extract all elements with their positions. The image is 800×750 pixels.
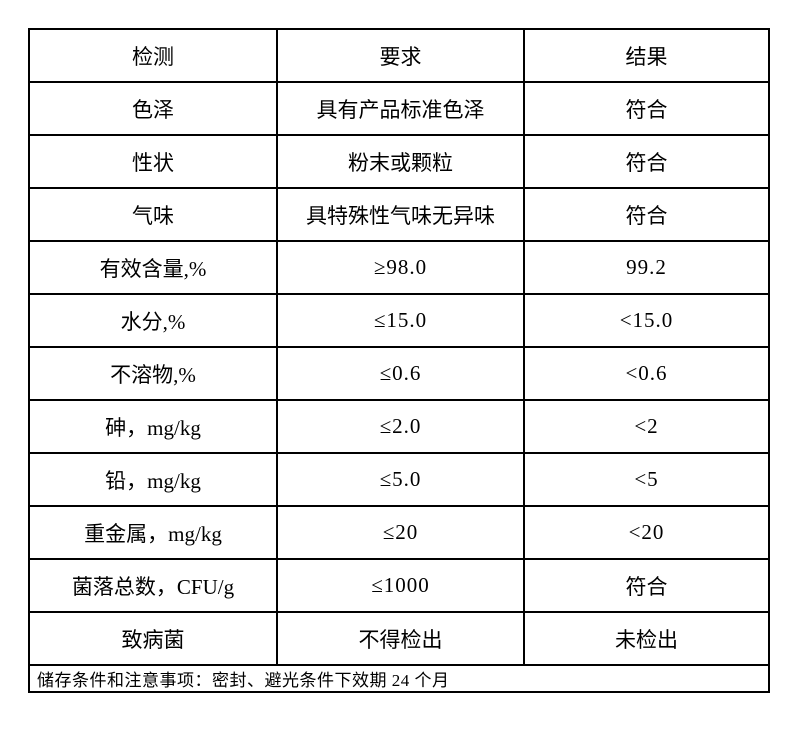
cell-requirement: ≤20 xyxy=(276,505,525,560)
table-row: 菌落总数，CFU/g ≤1000 符合 xyxy=(28,558,770,613)
inspection-table: 检测 要求 结果 色泽 具有产品标准色泽 符合 性状 粉末或颗粒 符合 气味 具… xyxy=(28,28,770,693)
cell-item: 菌落总数，CFU/g xyxy=(28,558,278,613)
cell-item: 不溶物,% xyxy=(28,346,278,401)
cell-result: 未检出 xyxy=(523,611,770,666)
cell-item: 性状 xyxy=(28,134,278,189)
cell-item: 水分,% xyxy=(28,293,278,348)
table-row: 铅，mg/kg ≤5.0 <5 xyxy=(28,452,770,507)
cell-requirement: 不得检出 xyxy=(276,611,525,666)
table-row: 水分,% ≤15.0 <15.0 xyxy=(28,293,770,348)
cell-requirement: ≥98.0 xyxy=(276,240,525,295)
cell-item: 致病菌 xyxy=(28,611,278,666)
cell-item: 有效含量,% xyxy=(28,240,278,295)
storage-note: 储存条件和注意事项：密封、避光条件下效期 24 个月 xyxy=(28,664,770,693)
table-row: 有效含量,% ≥98.0 99.2 xyxy=(28,240,770,295)
table-footer-row: 储存条件和注意事项：密封、避光条件下效期 24 个月 xyxy=(28,664,770,693)
cell-requirement: ≤2.0 xyxy=(276,399,525,454)
cell-item: 铅，mg/kg xyxy=(28,452,278,507)
table-row: 致病菌 不得检出 未检出 xyxy=(28,611,770,666)
cell-result: <20 xyxy=(523,505,770,560)
cell-requirement: ≤15.0 xyxy=(276,293,525,348)
table-row: 性状 粉末或颗粒 符合 xyxy=(28,134,770,189)
table-row: 砷，mg/kg ≤2.0 <2 xyxy=(28,399,770,454)
cell-result: 符合 xyxy=(523,558,770,613)
cell-result: <2 xyxy=(523,399,770,454)
table-row: 不溶物,% ≤0.6 <0.6 xyxy=(28,346,770,401)
cell-result: 符合 xyxy=(523,134,770,189)
table-row: 气味 具特殊性气味无异味 符合 xyxy=(28,187,770,242)
cell-result: <0.6 xyxy=(523,346,770,401)
table-header-row: 检测 要求 结果 xyxy=(28,28,770,83)
cell-requirement: 具有产品标准色泽 xyxy=(276,81,525,136)
cell-result: <5 xyxy=(523,452,770,507)
table-row: 重金属，mg/kg ≤20 <20 xyxy=(28,505,770,560)
cell-result: 99.2 xyxy=(523,240,770,295)
cell-result: 符合 xyxy=(523,81,770,136)
cell-item: 砷，mg/kg xyxy=(28,399,278,454)
header-result: 结果 xyxy=(523,28,770,83)
cell-requirement: ≤5.0 xyxy=(276,452,525,507)
cell-item: 色泽 xyxy=(28,81,278,136)
cell-requirement: ≤1000 xyxy=(276,558,525,613)
cell-requirement: ≤0.6 xyxy=(276,346,525,401)
cell-requirement: 粉末或颗粒 xyxy=(276,134,525,189)
table-row: 色泽 具有产品标准色泽 符合 xyxy=(28,81,770,136)
header-test-item: 检测 xyxy=(28,28,278,83)
cell-result: <15.0 xyxy=(523,293,770,348)
cell-requirement: 具特殊性气味无异味 xyxy=(276,187,525,242)
cell-item: 重金属，mg/kg xyxy=(28,505,278,560)
cell-item: 气味 xyxy=(28,187,278,242)
cell-result: 符合 xyxy=(523,187,770,242)
header-requirement: 要求 xyxy=(276,28,525,83)
